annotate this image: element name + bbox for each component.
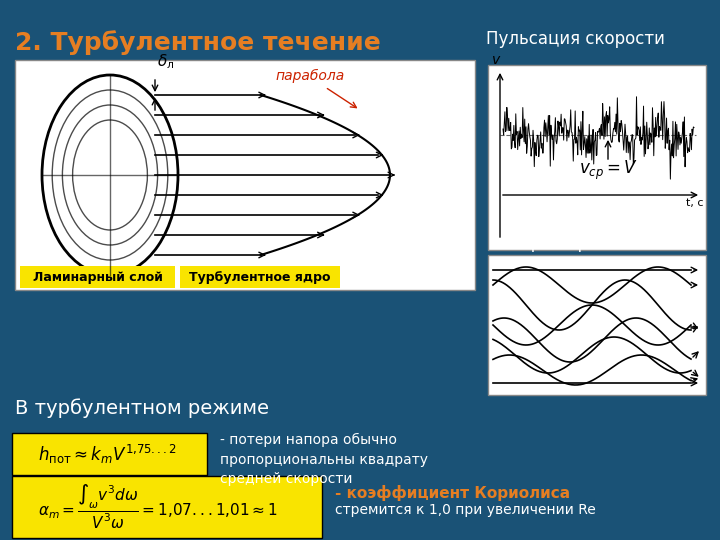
Text: Ламинарный слой: Ламинарный слой xyxy=(33,271,163,284)
Text: $v_{cp}=V$: $v_{cp}=V$ xyxy=(579,158,637,181)
Text: $h_{\rm пот} \approx k_m V^{1{,}75...2}$: $h_{\rm пот} \approx k_m V^{1{,}75...2}$ xyxy=(38,442,178,465)
FancyBboxPatch shape xyxy=(15,60,475,290)
Text: - потери напора обычно
пропорциональны квадрату
средней скорости: - потери напора обычно пропорциональны к… xyxy=(220,433,428,486)
Text: стремится к 1,0 при увеличении Re: стремится к 1,0 при увеличении Re xyxy=(335,503,595,517)
FancyBboxPatch shape xyxy=(180,266,340,288)
FancyBboxPatch shape xyxy=(488,65,706,250)
Text: $\delta_{\rm л}$: $\delta_{\rm л}$ xyxy=(157,52,174,71)
Text: $\alpha_m = \dfrac{\int_{\omega} v^3 d\omega}{V^3 \omega} = 1{,}07...1{,}01 \app: $\alpha_m = \dfrac{\int_{\omega} v^3 d\o… xyxy=(38,483,278,531)
FancyBboxPatch shape xyxy=(12,433,207,475)
Text: - коэффициент Кориолиса: - коэффициент Кориолиса xyxy=(335,485,570,501)
Text: v: v xyxy=(492,53,500,67)
Text: парабола: парабола xyxy=(275,69,345,83)
Text: Характер линий тока: Характер линий тока xyxy=(510,237,683,252)
Text: 2. Турбулентное течение: 2. Турбулентное течение xyxy=(15,30,381,55)
Text: Пульсация скорости: Пульсация скорости xyxy=(485,30,665,48)
FancyBboxPatch shape xyxy=(12,476,322,538)
FancyBboxPatch shape xyxy=(488,255,706,395)
Text: t, c: t, c xyxy=(686,198,704,208)
Text: Турбулентное ядро: Турбулентное ядро xyxy=(189,271,330,284)
Text: В турбулентном режиме: В турбулентном режиме xyxy=(15,398,269,417)
FancyBboxPatch shape xyxy=(20,266,175,288)
